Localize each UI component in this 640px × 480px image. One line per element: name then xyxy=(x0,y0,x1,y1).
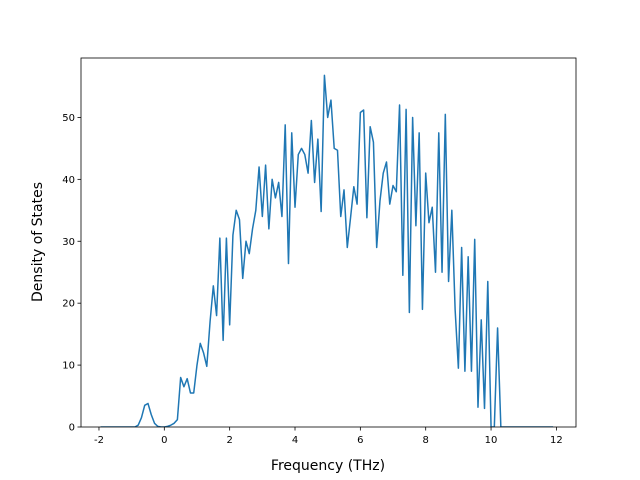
x-tick-label: 2 xyxy=(226,435,232,446)
x-tick-label: -2 xyxy=(94,435,104,446)
y-tick-label: 10 xyxy=(62,361,75,372)
x-tick-label: 8 xyxy=(423,435,429,446)
y-axis-label: Density of States xyxy=(30,182,46,302)
x-axis-label: Frequency (THz) xyxy=(271,458,385,474)
y-tick-label: 30 xyxy=(62,237,75,248)
y-tick-label: 50 xyxy=(62,113,75,124)
data-line xyxy=(100,74,554,427)
x-tick-label: 0 xyxy=(161,435,167,446)
x-tick-label: 4 xyxy=(292,435,298,446)
x-tick-label: 6 xyxy=(357,435,363,446)
x-tick-label: 12 xyxy=(550,435,563,446)
plot-frame xyxy=(80,57,577,428)
y-tick-label: 20 xyxy=(62,299,75,310)
x-tick-label: 10 xyxy=(485,435,498,446)
y-tick-label: 0 xyxy=(69,423,75,434)
y-tick-label: 40 xyxy=(62,175,75,186)
